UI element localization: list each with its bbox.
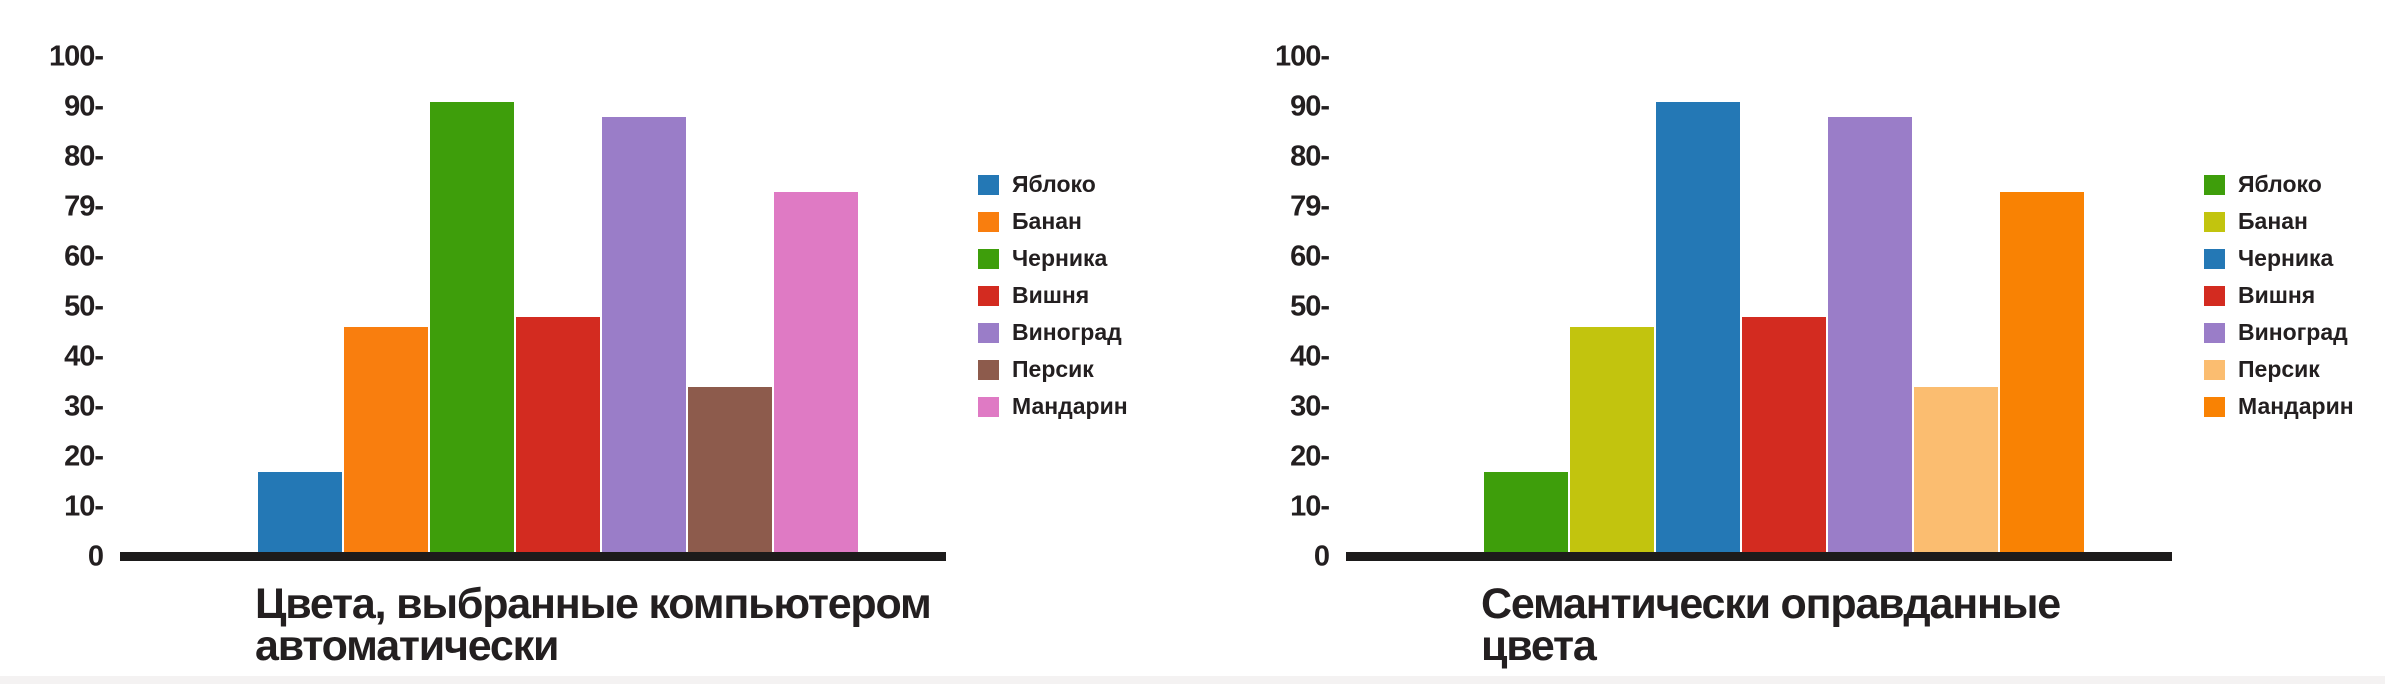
chart-semantic-colors: Семантически оправданные цвета 100- 90- 80-… [1226,0,2385,684]
legend-item-Черника: Черника [2204,240,2354,277]
legend-item-Вишня: Вишня [978,277,1128,314]
y-axis-tick-label: 50- [64,290,104,323]
legend-item-Виноград: Виноград [978,314,1128,351]
legend-label: Мандарин [1012,393,1128,419]
y-axis-tick-label: 80- [1290,140,1330,173]
y-axis-tick-label: 10- [64,490,104,523]
y-axis-tick-label: 60- [1290,240,1330,273]
bar-Мандарин [774,192,858,557]
bar-Черника [430,102,514,557]
bar-Мандарин [2000,192,2084,557]
legend-label: Черника [1012,245,1108,271]
bar-Виноград [1828,117,1912,557]
legend-item-Мандарин: Мандарин [978,388,1128,425]
y-axis-tick-label: 30- [1290,390,1330,423]
chart-title-line-2: цвета [1481,622,1597,670]
legend-item-Вишня: Вишня [2204,277,2354,314]
chart-title-line-2: автоматически [255,622,559,670]
bar-Банан [344,327,428,557]
y-axis-tick-label: 80- [64,140,104,173]
y-axis-tick-label: 100- [48,40,104,73]
bar-Вишня [1742,317,1826,557]
legend: Яблоко Банан Черника Вишня Виноград Персик Ман… [2204,166,2354,425]
y-axis-tick-label: 0 [1313,540,1330,573]
legend-label: Вишня [1012,282,1090,308]
legend-item-Банан: Банан [978,203,1128,240]
legend-item-Мандарин: Мандарин [2204,388,2354,425]
legend-label: Персик [1012,356,1094,382]
legend-label: Яблоко [1012,171,1096,197]
legend-swatch [978,285,999,306]
legend-item-Персик: Персик [2204,351,2354,388]
legend-swatch [2204,211,2225,232]
bar-Черника [1656,102,1740,557]
bar-Виноград [602,117,686,557]
y-axis-tick-label: 40- [1290,340,1330,373]
legend-swatch [2204,174,2225,195]
legend-item-Персик: Персик [978,351,1128,388]
chart-title-line-1: Семантически оправданные [1481,580,2061,628]
legend-swatch [2204,322,2225,343]
y-axis-tick-label: 90- [64,90,104,123]
y-axis-tick-label: 79- [64,190,104,223]
y-axis-tick-label: 60- [64,240,104,273]
legend-label: Банан [1012,208,1082,234]
chart-title-line-1: Цвета, выбранные компьютером [255,580,932,628]
legend-swatch [978,359,999,380]
legend-swatch [978,248,999,269]
bar-Яблоко [258,472,342,557]
bar-Яблоко [1484,472,1568,557]
legend-label: Банан [2238,208,2308,234]
y-axis-tick-label: 20- [64,440,104,473]
legend-item-Яблоко: Яблоко [2204,166,2354,203]
x-axis-line [120,552,946,561]
bar-Персик [1914,387,1998,557]
legend-label: Яблоко [2238,171,2322,197]
legend-swatch [2204,285,2225,306]
legend-item-Яблоко: Яблоко [978,166,1128,203]
legend-swatch [2204,248,2225,269]
chart-title: Цвета, выбранные компьютером автоматическ… [255,580,932,670]
y-axis-tick-label: 90- [1290,90,1330,123]
legend-label: Черника [2238,245,2334,271]
legend-label: Вишня [2238,282,2316,308]
bar-Персик [688,387,772,557]
y-axis-tick-label: 40- [64,340,104,373]
legend-label: Мандарин [2238,393,2354,419]
x-axis-line [1346,552,2172,561]
legend-item-Черника: Черника [978,240,1128,277]
legend-item-Виноград: Виноград [2204,314,2354,351]
chart-title: Семантически оправданные цвета [1481,580,2061,670]
legend-item-Банан: Банан [2204,203,2354,240]
legend: Яблоко Банан Черника Вишня Виноград Персик Ман… [978,166,1128,425]
legend-swatch [2204,396,2225,417]
legend-swatch [2204,359,2225,380]
bar-Банан [1570,327,1654,557]
bar-Вишня [516,317,600,557]
bottom-strip [0,676,2385,684]
y-axis-tick-label: 100- [1274,40,1330,73]
y-axis-tick-label: 0 [87,540,104,573]
legend-label: Виноград [2238,319,2348,345]
y-axis-tick-label: 30- [64,390,104,423]
legend-label: Виноград [1012,319,1122,345]
chart-auto-colors: Цвета, выбранные компьютером автоматическ… [48,40,1128,670]
legend-swatch [978,174,999,195]
legend-swatch [978,396,999,417]
legend-swatch [978,322,999,343]
legend-swatch [978,211,999,232]
y-axis-tick-label: 79- [1290,190,1330,223]
legend-label: Персик [2238,356,2320,382]
y-axis-tick-label: 50- [1290,290,1330,323]
y-axis-tick-label: 10- [1290,490,1330,523]
y-axis-tick-label: 20- [1290,440,1330,473]
